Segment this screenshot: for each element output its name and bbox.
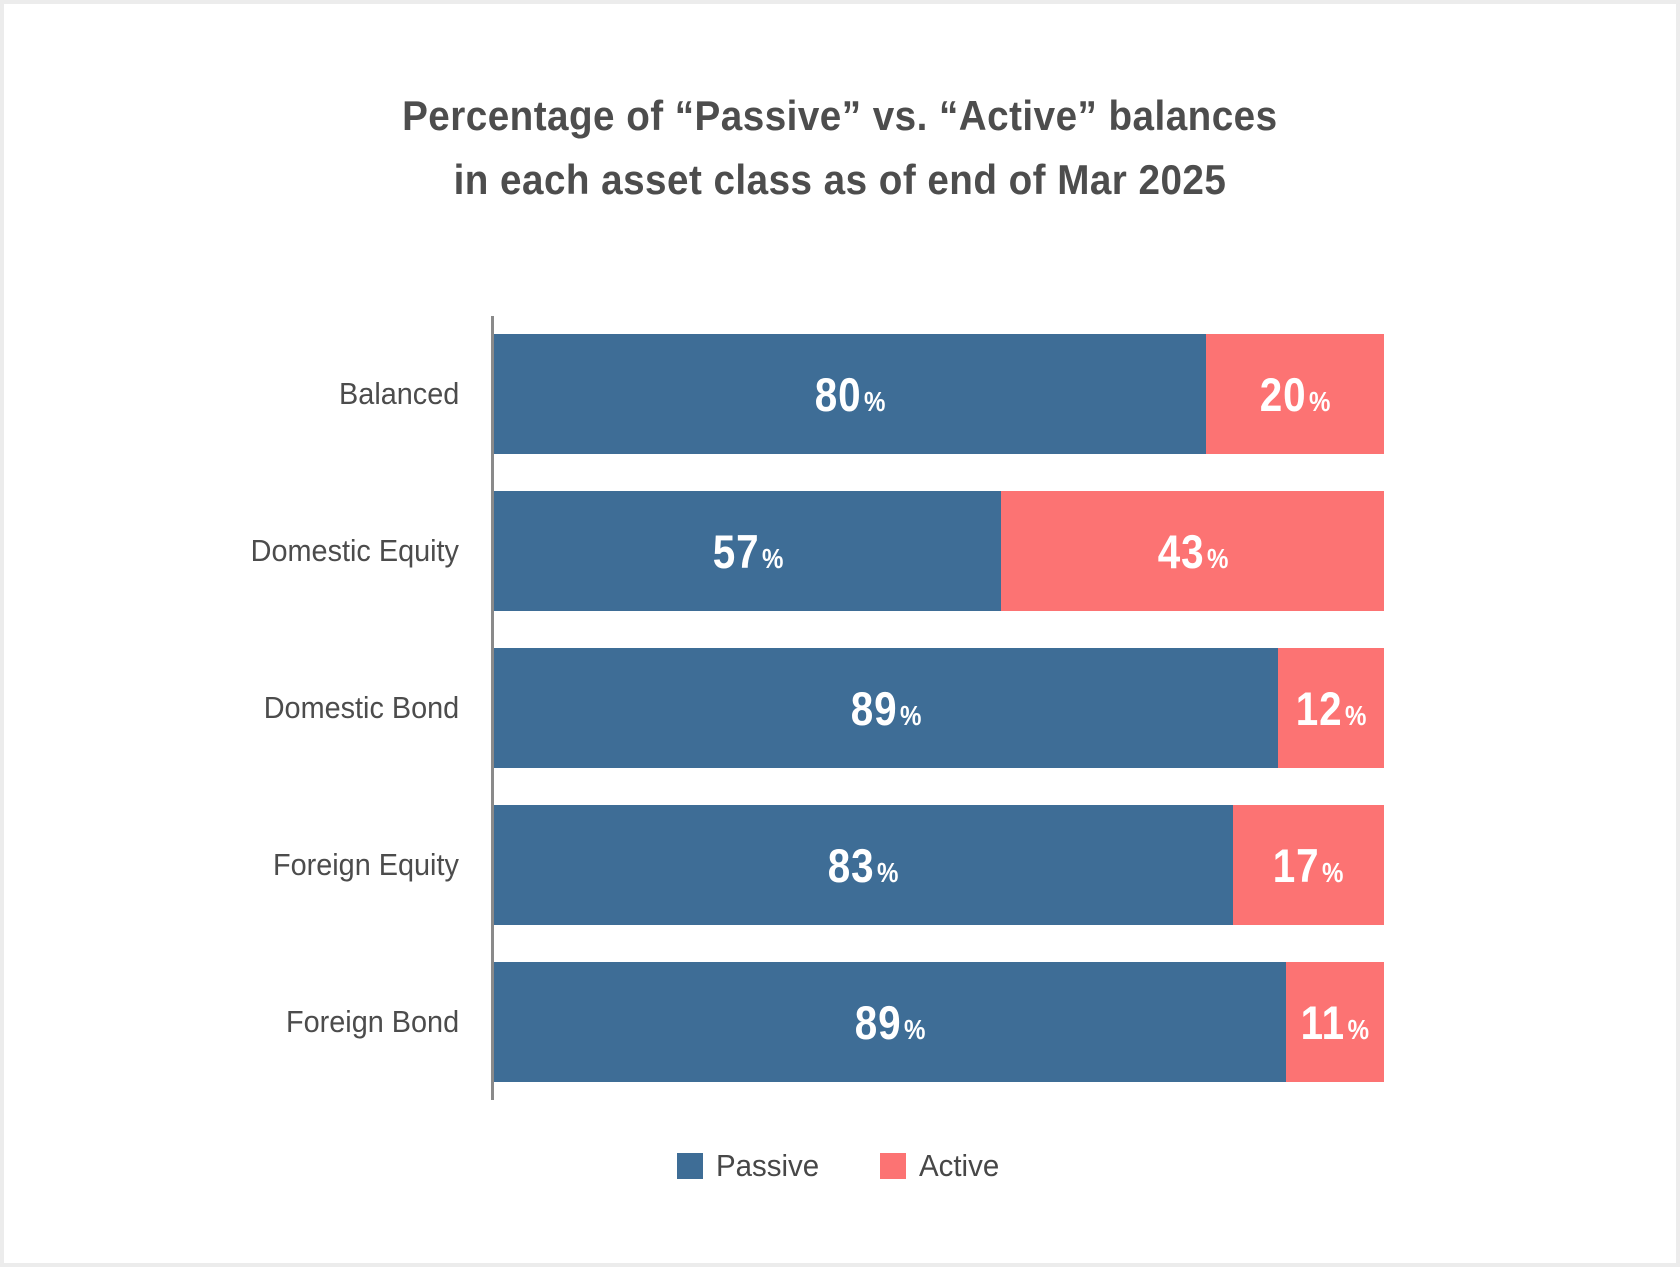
category-label-text: Balanced [338, 376, 459, 411]
bar-segment-passive: 83% [494, 805, 1233, 925]
legend-swatch-active [880, 1153, 907, 1179]
bar-row: 89% 11% [494, 962, 1384, 1082]
bar-row: 57% 43% [494, 491, 1384, 611]
category-label: Foreign Equity [4, 805, 491, 925]
plot-area: Balanced Domestic Equity Domestic Bond Fore… [4, 316, 1384, 1100]
bar-segment-active: 12% [1278, 648, 1384, 768]
bars-area: 80% 20% 57% 43% 89% 12% 83% 17% 89% 11% [491, 316, 1384, 1100]
bar-value-label: 89% [850, 681, 922, 735]
legend-label: Active [919, 1148, 1000, 1183]
bar-value-label: 83% [828, 838, 899, 892]
chart-title-line-1: Percentage of “Passive” vs. “Active” bal… [402, 92, 1278, 139]
legend-item-passive: Passive [676, 1148, 825, 1184]
bar-value-label: 17% [1272, 838, 1344, 892]
category-label: Domestic Equity [4, 491, 491, 611]
legend-label: Passive [715, 1148, 819, 1183]
bar-segment-passive: 80% [494, 334, 1206, 454]
chart-title-line-2: in each asset class as of end of Mar 202… [453, 156, 1227, 203]
legend: Passive Active [4, 1148, 1676, 1184]
bar-value-label: 80% [814, 367, 886, 421]
bar-segment-passive: 89% [494, 962, 1287, 1082]
bar-segment-active: 11% [1286, 962, 1384, 1082]
bar-value-label: 57% [712, 524, 783, 578]
bar-value-label: 43% [1157, 524, 1228, 578]
chart-title: Percentage of “Passive” vs. “Active” bal… [4, 84, 1676, 212]
legend-swatch-passive [676, 1153, 703, 1179]
category-labels: Balanced Domestic Equity Domestic Bond Fore… [4, 316, 491, 1100]
category-label: Foreign Bond [4, 962, 491, 1082]
bar-segment-passive: 57% [494, 491, 1002, 611]
category-label-text: Foreign Equity [273, 847, 459, 882]
bar-row: 83% 17% [494, 805, 1384, 925]
bar-segment-active: 43% [1001, 491, 1384, 611]
category-label-text: Domestic Bond [263, 690, 459, 725]
bar-segment-active: 17% [1232, 805, 1384, 925]
bar-row: 89% 12% [494, 648, 1384, 768]
bar-segment-passive: 89% [494, 648, 1279, 768]
legend-item-active: Active [880, 1148, 1003, 1184]
category-label: Domestic Bond [4, 648, 491, 768]
bar-value-label: 11% [1300, 995, 1370, 1049]
category-label-text: Foreign Bond [285, 1004, 459, 1039]
bar-value-label: 20% [1259, 367, 1331, 421]
category-label: Balanced [4, 334, 491, 454]
bar-segment-active: 20% [1206, 334, 1384, 454]
category-label-text: Domestic Equity [250, 533, 459, 568]
bar-value-label: 12% [1295, 681, 1367, 735]
bar-value-label: 89% [854, 995, 926, 1049]
bar-row: 80% 20% [494, 334, 1384, 454]
